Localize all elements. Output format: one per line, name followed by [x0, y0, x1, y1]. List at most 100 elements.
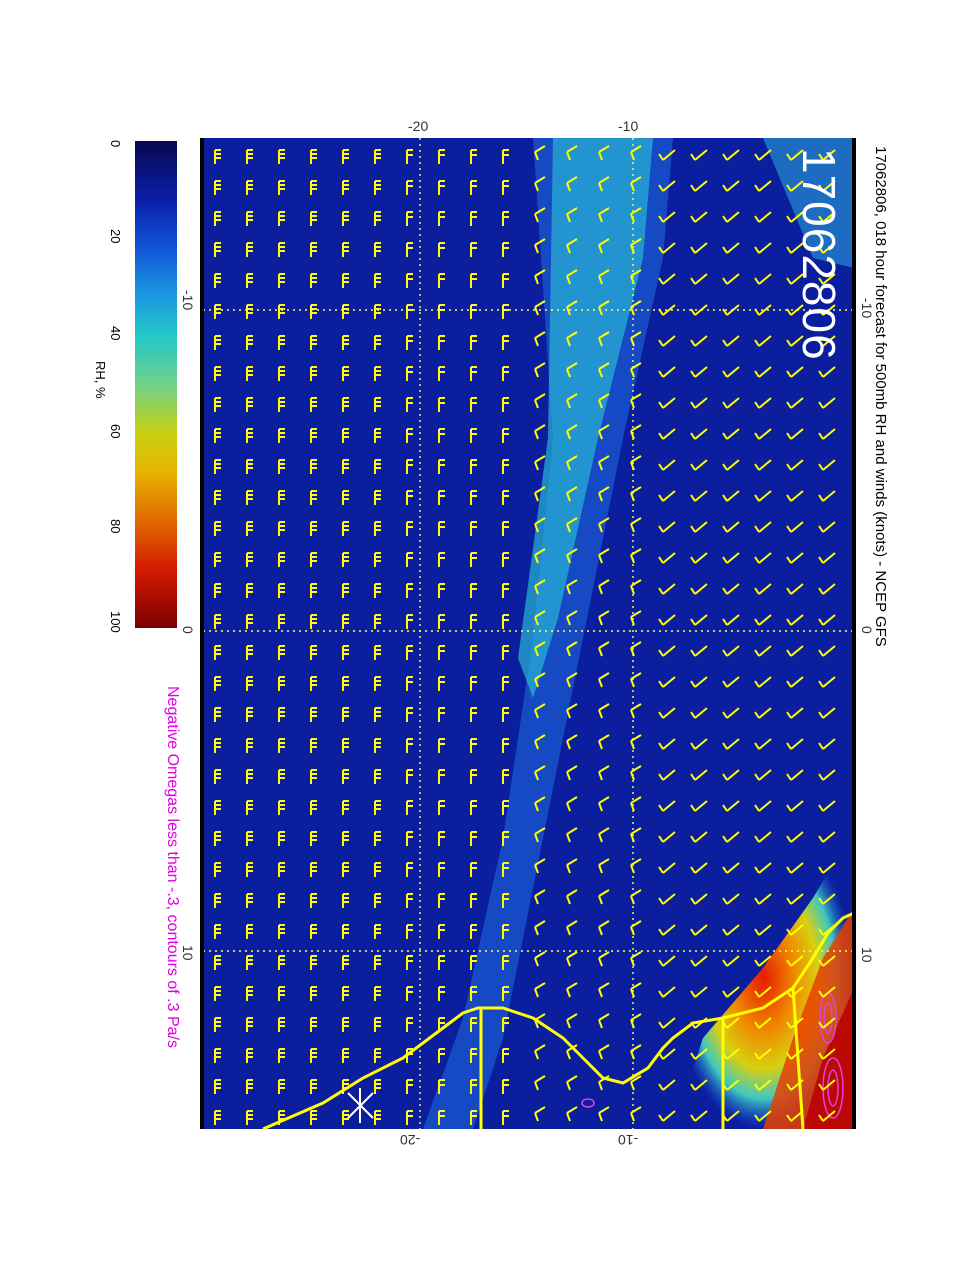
left-label-m10: -10	[180, 290, 196, 311]
wind-barb	[786, 1110, 804, 1122]
wind-barb	[246, 459, 253, 474]
wind-barb	[470, 335, 477, 350]
wind-barb	[438, 149, 445, 164]
wind-barb	[786, 490, 804, 502]
wind-barb	[534, 951, 546, 967]
wind-barb	[754, 366, 772, 378]
wind-barb	[502, 211, 509, 226]
wind-barb	[786, 645, 804, 657]
wind-barb	[566, 889, 578, 905]
wind-barb	[246, 707, 253, 722]
wind-barb	[470, 676, 477, 691]
wind-barb	[374, 211, 381, 226]
wind-barb	[754, 1110, 772, 1122]
wind-barb	[278, 645, 285, 660]
wind-barb	[818, 955, 836, 967]
wind-barb	[690, 521, 708, 533]
wind-barb	[310, 490, 317, 505]
wind-barb	[374, 645, 381, 660]
wind-barb	[406, 335, 413, 350]
wind-barb	[598, 827, 610, 843]
wind-barb	[310, 707, 317, 722]
wind-barb	[470, 459, 477, 474]
wind-barb	[342, 459, 349, 474]
wind-barb	[722, 1048, 740, 1060]
wind-barb	[566, 331, 578, 347]
wind-barb	[214, 211, 221, 226]
wind-barb	[310, 1110, 317, 1125]
wind-barb	[754, 831, 772, 843]
wind-barb	[722, 862, 740, 874]
wind-barb	[534, 486, 546, 502]
wind-barb	[214, 645, 221, 660]
wind-barb	[406, 490, 413, 505]
wind-barb	[630, 300, 642, 316]
wind-barb	[278, 366, 285, 381]
wind-barb	[438, 831, 445, 846]
wind-barb	[214, 242, 221, 257]
wind-barb	[214, 707, 221, 722]
wind-barb	[722, 924, 740, 936]
wind-barb	[786, 769, 804, 781]
wind-barb	[374, 1048, 381, 1063]
wind-barb	[690, 242, 708, 254]
wind-barb	[786, 707, 804, 719]
wind-barb	[502, 273, 509, 288]
wind-barb	[534, 641, 546, 657]
wind-barb	[406, 459, 413, 474]
wind-barb	[214, 366, 221, 381]
wind-barb	[406, 583, 413, 598]
wind-barb	[278, 862, 285, 877]
wind-barb	[630, 889, 642, 905]
wind-barb	[502, 676, 509, 691]
wind-barb	[278, 149, 285, 164]
wind-barb	[278, 304, 285, 319]
wind-barb	[534, 982, 546, 998]
wind-barb	[534, 424, 546, 440]
wind-barb	[310, 304, 317, 319]
wind-barb	[534, 393, 546, 409]
wind-barb	[470, 211, 477, 226]
wind-barb	[278, 1048, 285, 1063]
wind-barb	[246, 986, 253, 1001]
wind-barb	[534, 796, 546, 812]
wind-barb	[566, 920, 578, 936]
wind-barb	[818, 1110, 836, 1122]
wind-barb	[406, 397, 413, 412]
star-marker	[347, 1088, 374, 1123]
wind-barb	[278, 986, 285, 1001]
wind-barb	[342, 924, 349, 939]
wind-barb	[406, 986, 413, 1001]
wind-barb	[278, 614, 285, 629]
wind-barb	[246, 614, 253, 629]
wind-barb	[722, 831, 740, 843]
wind-barb	[502, 955, 509, 970]
wind-barb	[470, 552, 477, 567]
wind-barb	[722, 521, 740, 533]
wind-barb	[438, 521, 445, 536]
wind-barb	[566, 703, 578, 719]
wind-barb	[658, 707, 676, 719]
wind-barb	[534, 1013, 546, 1029]
wind-barb	[754, 1017, 772, 1029]
wind-barb	[786, 893, 804, 905]
wind-barb	[722, 986, 740, 998]
wind-barb	[786, 149, 804, 161]
wind-barb	[818, 1079, 836, 1091]
wind-barb	[818, 552, 836, 564]
wind-barb	[438, 583, 445, 598]
wind-barb	[818, 1048, 836, 1060]
wind-barb	[566, 672, 578, 688]
wind-barb	[534, 765, 546, 781]
wind-barb	[722, 552, 740, 564]
wind-barb	[566, 1013, 578, 1029]
wind-barb	[246, 583, 253, 598]
wind-barb	[786, 676, 804, 688]
wind-barb	[278, 242, 285, 257]
wind-barb	[310, 955, 317, 970]
wind-barb	[406, 428, 413, 443]
wind-barb	[818, 769, 836, 781]
map-frame-left-edge	[200, 138, 204, 1129]
wind-barb	[598, 145, 610, 161]
wind-barb	[658, 428, 676, 440]
